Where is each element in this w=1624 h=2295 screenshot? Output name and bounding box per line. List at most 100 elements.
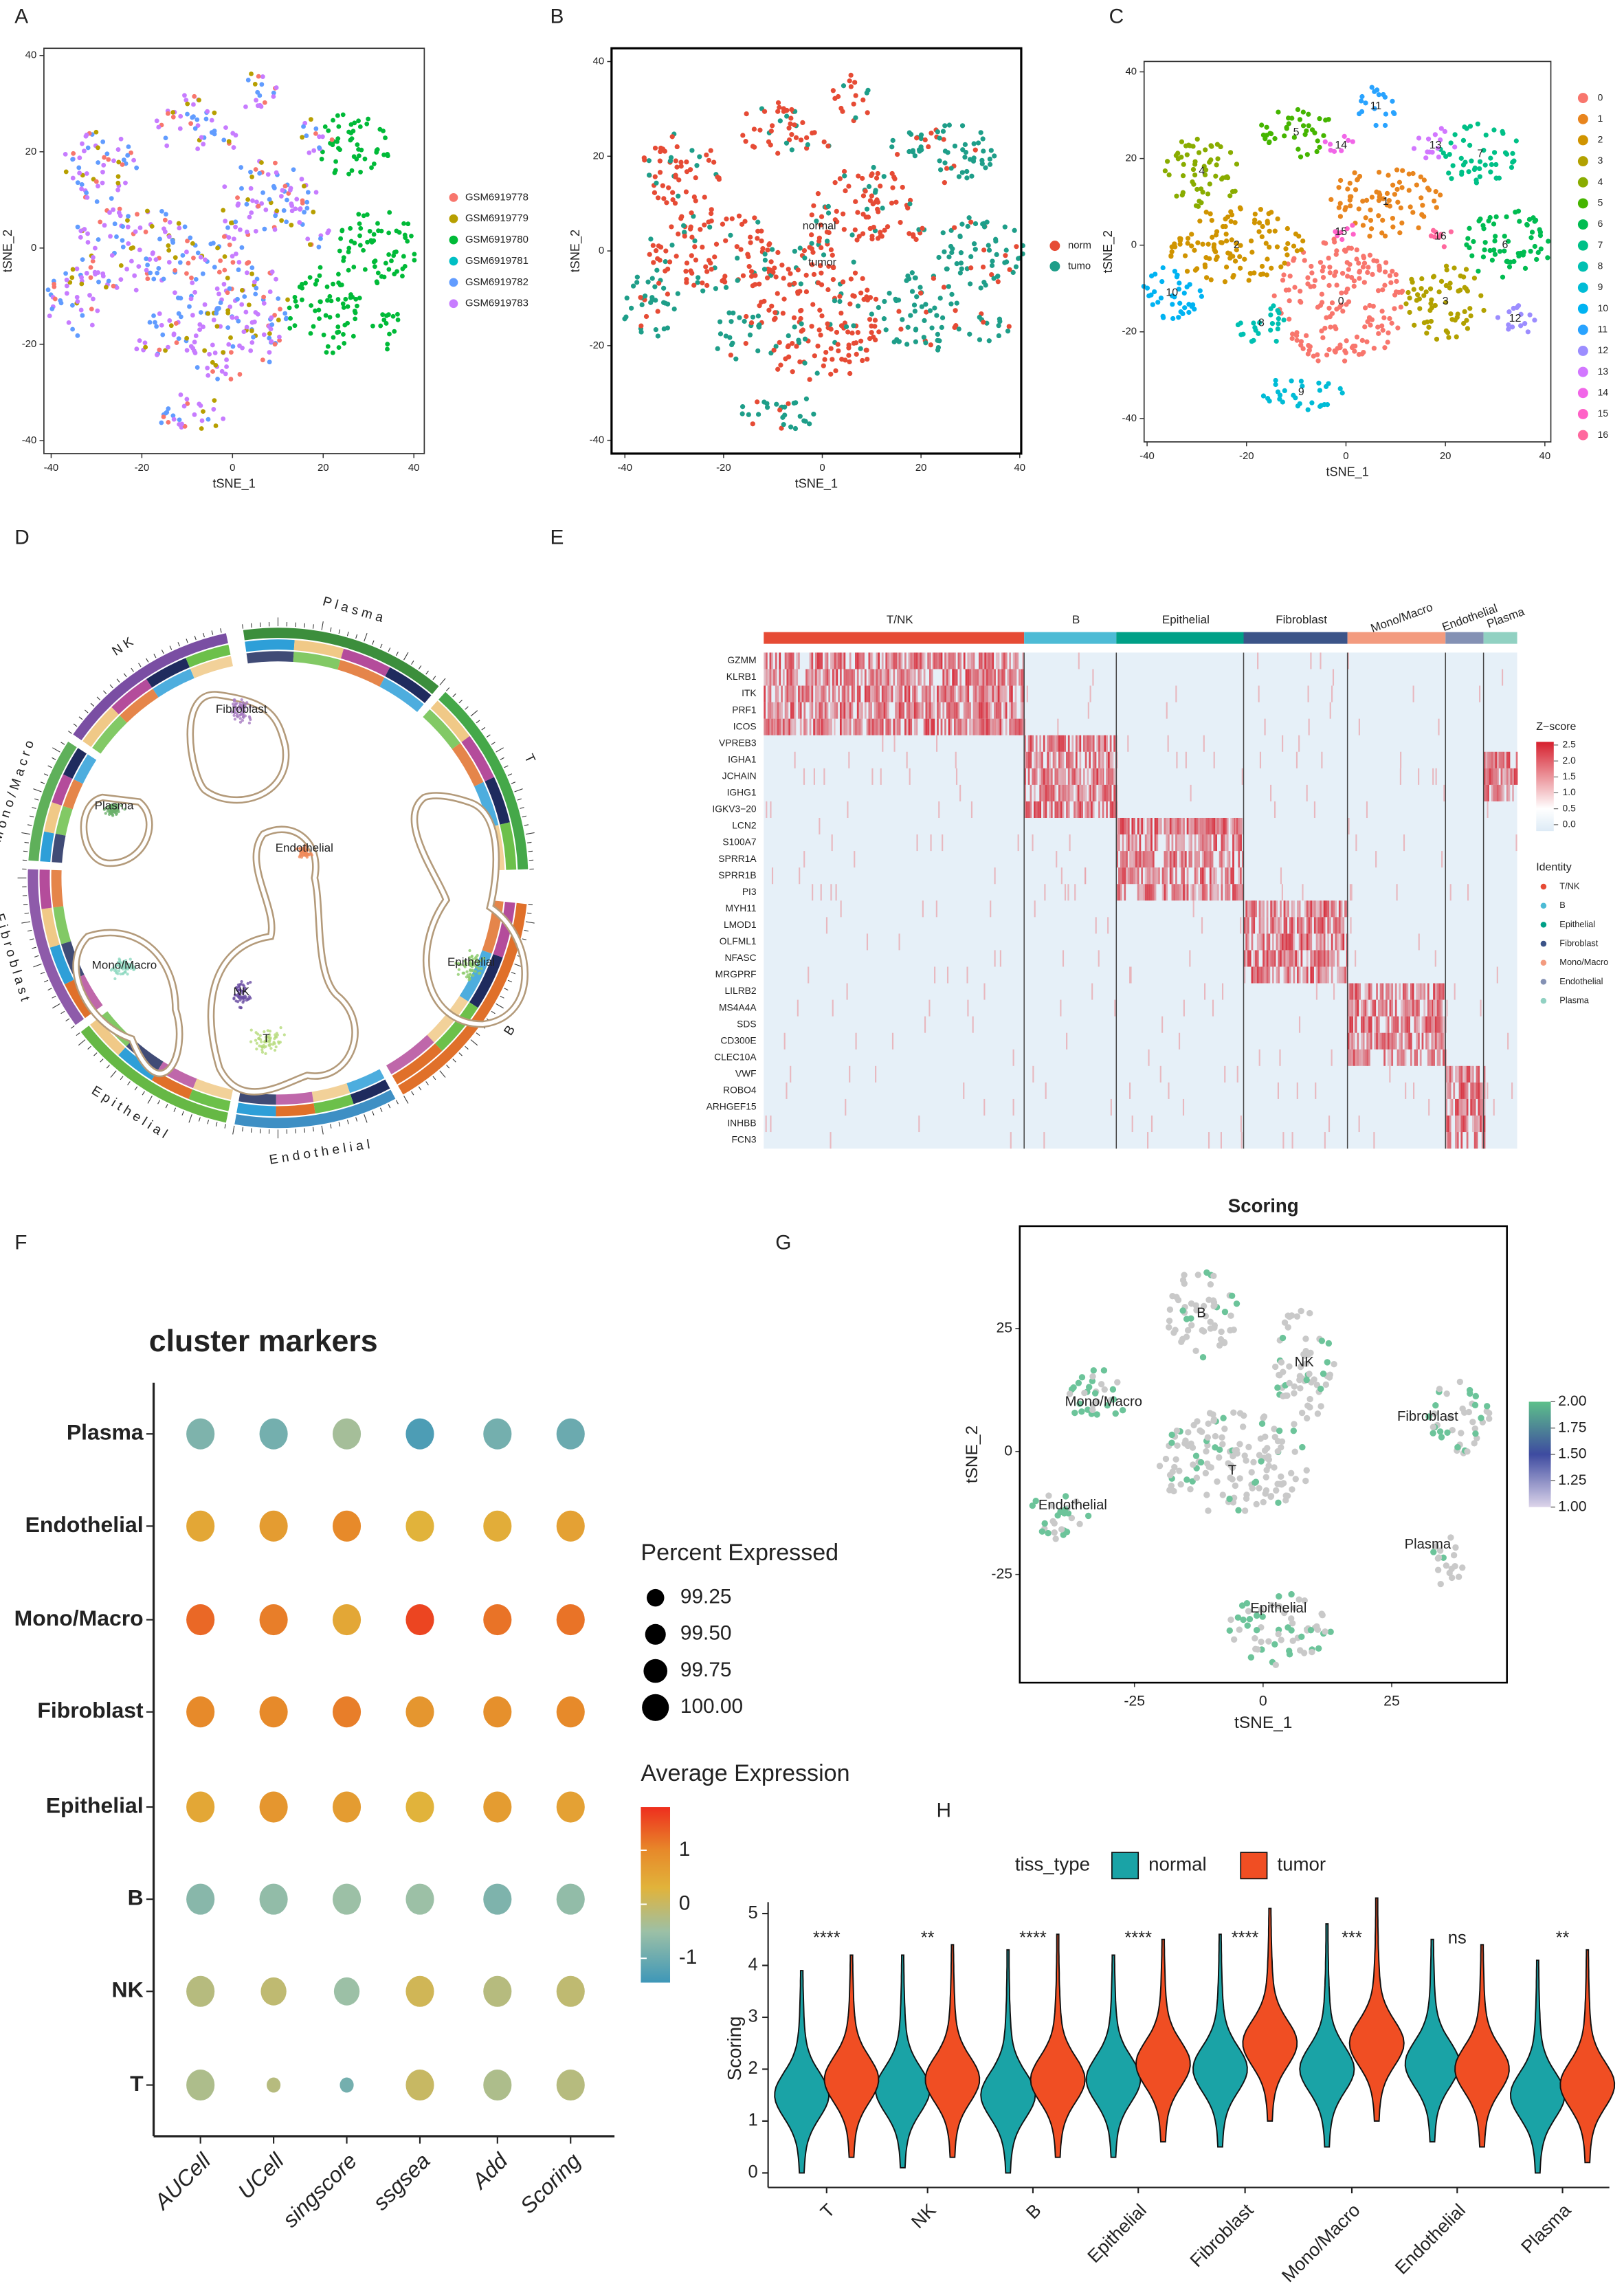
axis-tick xyxy=(517,798,522,801)
cell-point xyxy=(1435,146,1441,151)
cell-point xyxy=(274,1045,278,1049)
sector-ring xyxy=(469,954,503,1008)
cell-point xyxy=(1260,223,1265,230)
cell-point xyxy=(260,1045,263,1048)
y-tick-label: 0 xyxy=(31,243,36,254)
cell-point xyxy=(246,260,252,265)
heat-cell xyxy=(902,669,905,686)
heat-cell xyxy=(1291,933,1293,951)
heat-cell xyxy=(986,718,988,735)
heat-cell xyxy=(1066,801,1068,818)
cell-point xyxy=(267,359,272,365)
cell-point xyxy=(1491,221,1497,227)
cell-point xyxy=(1322,325,1328,331)
heat-cell xyxy=(1320,950,1322,967)
axis-tick xyxy=(33,788,42,792)
cell-point xyxy=(235,986,238,990)
cell-point xyxy=(210,241,216,246)
heat-cell xyxy=(1402,1016,1405,1033)
heat-cell xyxy=(871,718,874,735)
heat-cell xyxy=(1205,834,1208,852)
heat-cell xyxy=(769,718,772,735)
heat-cell xyxy=(1391,1016,1394,1033)
cell-point xyxy=(177,417,182,423)
cell-point xyxy=(1345,274,1350,279)
cell-point xyxy=(1222,279,1228,285)
cell-point xyxy=(300,198,305,203)
heat-cell xyxy=(826,669,829,686)
cell-point xyxy=(1497,249,1503,254)
heat-cell xyxy=(836,652,838,669)
heat-cell xyxy=(794,751,796,768)
heat-cell xyxy=(922,900,924,918)
cell-point xyxy=(157,236,162,242)
heat-cell xyxy=(932,652,934,669)
heat-cell xyxy=(1394,999,1397,1017)
heat-cell xyxy=(1485,768,1488,785)
heat-cell xyxy=(782,669,785,686)
heat-cell xyxy=(1144,834,1147,852)
heat-cell xyxy=(904,652,906,669)
cell-point xyxy=(908,313,913,318)
heat-cell xyxy=(790,718,792,735)
heat-cell xyxy=(1293,966,1295,984)
cell-point xyxy=(1259,122,1265,128)
cell-point xyxy=(983,165,988,170)
heat-cell xyxy=(1427,983,1430,1000)
cell-point xyxy=(405,221,411,227)
heat-cell xyxy=(1243,966,1246,984)
heat-cell xyxy=(861,702,864,719)
cell-point xyxy=(234,707,238,710)
heat-cell xyxy=(1438,718,1440,735)
heat-cell xyxy=(1436,1032,1439,1050)
cell-point xyxy=(188,121,194,126)
axis-tick xyxy=(446,1065,450,1069)
heat-cell xyxy=(794,685,797,702)
heat-cell xyxy=(1190,851,1192,868)
cell-point xyxy=(203,116,209,122)
cell-point xyxy=(316,307,322,313)
cell-point xyxy=(185,239,190,244)
cell-point xyxy=(1546,239,1551,244)
heat-cell xyxy=(1366,999,1369,1017)
cell-point xyxy=(786,137,792,143)
cell-point xyxy=(314,278,320,283)
cell-point xyxy=(166,234,172,239)
cell-point xyxy=(774,401,779,407)
heat-cell xyxy=(838,685,840,702)
heat-cell xyxy=(1487,751,1489,768)
cell-point xyxy=(292,323,298,329)
cell-point xyxy=(249,1040,253,1043)
cell-point xyxy=(248,186,254,191)
cell-point xyxy=(783,140,790,146)
heat-cell xyxy=(843,685,846,702)
cell-point xyxy=(383,135,388,140)
cell-point xyxy=(875,199,881,205)
heat-cell xyxy=(1182,1098,1185,1116)
cell-point xyxy=(1268,131,1274,137)
heat-cell xyxy=(1438,1016,1441,1033)
cell-point xyxy=(226,235,232,240)
cell-point xyxy=(477,963,480,966)
heat-cell xyxy=(1347,999,1350,1017)
axis-tick xyxy=(52,747,60,753)
contour xyxy=(209,828,357,1094)
heat-cell xyxy=(1282,1132,1284,1149)
heat-cell xyxy=(1344,900,1346,918)
cell-point xyxy=(1234,247,1239,253)
cell-point xyxy=(855,303,861,309)
cell-point xyxy=(221,137,227,143)
cell-point xyxy=(1353,187,1359,192)
y-tick-label: -40 xyxy=(1122,413,1137,424)
cell-point xyxy=(198,254,203,260)
heat-cell xyxy=(1127,817,1130,835)
cell-point xyxy=(1194,186,1200,192)
axis-tick xyxy=(33,964,42,968)
heat-cell xyxy=(821,718,823,735)
heat-cell xyxy=(1047,768,1049,785)
cell-point xyxy=(807,245,812,250)
cell-point xyxy=(1432,132,1438,137)
heat-cell xyxy=(1355,1049,1357,1066)
heat-cell xyxy=(1094,768,1097,785)
cell-point xyxy=(190,346,196,351)
